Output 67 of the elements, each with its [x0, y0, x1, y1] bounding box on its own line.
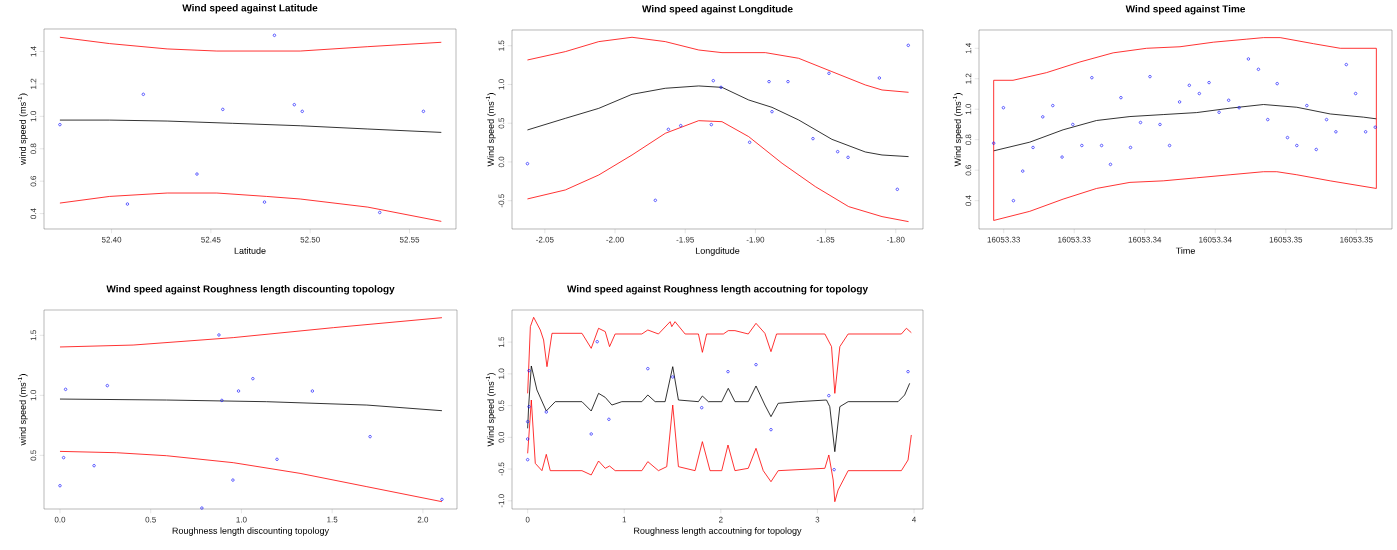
y-tick-label: 0.0 [498, 432, 505, 443]
y-axis-title: Wind speed (ms$^{-1}$) [485, 373, 496, 447]
x-axis-title: Roughness length accoutning for topology [634, 527, 802, 536]
chart-title: Wind speed against Time [1125, 5, 1246, 15]
y-tick-label: 1.4 [30, 46, 37, 57]
x-tick-label: 0.0 [54, 516, 66, 523]
y-tick-label: 0.5 [498, 400, 505, 411]
x-tick-label: -2.05 [536, 236, 554, 243]
x-tick-label: 2.0 [417, 516, 429, 523]
y-tick-label: 0.8 [965, 134, 972, 145]
y-tick-label: 1.0 [498, 79, 505, 90]
x-tick-label: 52.45 [201, 236, 221, 243]
y-tick-label: 1.0 [498, 368, 505, 379]
y-axis-title: Wind speed (ms$^{-1}$) [485, 93, 496, 167]
y-tick-label: -1.0 [498, 494, 505, 508]
y-tick-label: 1.0 [965, 103, 972, 115]
y-tick-label: 0.5 [498, 118, 505, 129]
x-tick-label: 52.55 [399, 236, 420, 243]
x-tick-label: 1.0 [236, 516, 247, 523]
x-tick-label: 16053.33 [1058, 236, 1091, 243]
chart-title: Wind speed against Roughness length discounting topology [106, 285, 395, 295]
x-axis-title: Roughness length discounting topology [172, 527, 330, 536]
y-tick-label: 1.0 [30, 390, 37, 401]
y-tick-label: 1.2 [965, 73, 972, 84]
y-tick-label: 0.6 [30, 175, 37, 187]
y-tick-label: 1.0 [30, 111, 37, 122]
x-axis-title: Latitude [234, 247, 266, 254]
y-axis-title: wind speed (ms$^{-1}$) [17, 374, 28, 446]
x-tick-label: 16053.34 [1199, 236, 1232, 243]
x-tick-label: -1.90 [746, 236, 765, 243]
x-tick-label: 52.40 [101, 236, 122, 243]
y-tick-label: -0.5 [498, 462, 505, 476]
y-tick-label: 1.5 [498, 40, 505, 51]
x-tick-label: -1.85 [816, 236, 835, 243]
chart-title: Wind speed against Roughness length accoutning for topology [567, 285, 868, 295]
x-tick-label: 0 [525, 516, 530, 523]
chart-title: Wind speed against Longditude [642, 5, 793, 15]
y-tick-label: 1.2 [30, 78, 37, 89]
y-axis-title: wind speed (ms$^{-1}$) [17, 93, 28, 165]
x-tick-label: 3 [815, 516, 820, 523]
x-tick-label: 52.50 [300, 236, 320, 243]
x-tick-label: 4 [911, 516, 917, 523]
x-tick-label: 16053.35 [1340, 236, 1373, 243]
x-tick-label: 1.5 [327, 516, 338, 523]
y-axis-title: Wind speed (ms$^{-1}$) [952, 93, 963, 167]
y-tick-label: 0.5 [30, 450, 37, 461]
y-tick-label: -0.5 [498, 194, 505, 208]
x-tick-label: -1.95 [676, 236, 694, 243]
x-tick-label: 2 [719, 516, 723, 523]
y-tick-label: 0.6 [965, 164, 972, 176]
y-tick-label: 1.5 [30, 330, 37, 341]
y-tick-label: 0.0 [498, 156, 505, 168]
x-tick-label: 16053.33 [987, 236, 1021, 243]
x-axis-title: Time [1175, 247, 1195, 254]
x-tick-label: 16053.35 [1269, 236, 1303, 243]
x-tick-label: 1 [622, 516, 627, 523]
y-tick-label: 1.4 [965, 42, 972, 54]
y-tick-label: 0.4 [965, 195, 972, 206]
y-tick-label: 0.4 [30, 208, 37, 219]
x-tick-label: 16053.34 [1128, 236, 1162, 243]
chart-title: Wind speed against Latitude [182, 4, 318, 14]
y-tick-label: 1.5 [498, 336, 505, 348]
x-tick-label: 0.5 [145, 516, 156, 523]
x-tick-label: -2.00 [606, 236, 624, 243]
y-tick-label: 0.8 [30, 143, 37, 155]
x-axis-title: Longditude [695, 247, 740, 256]
x-tick-label: -1.80 [887, 236, 905, 243]
